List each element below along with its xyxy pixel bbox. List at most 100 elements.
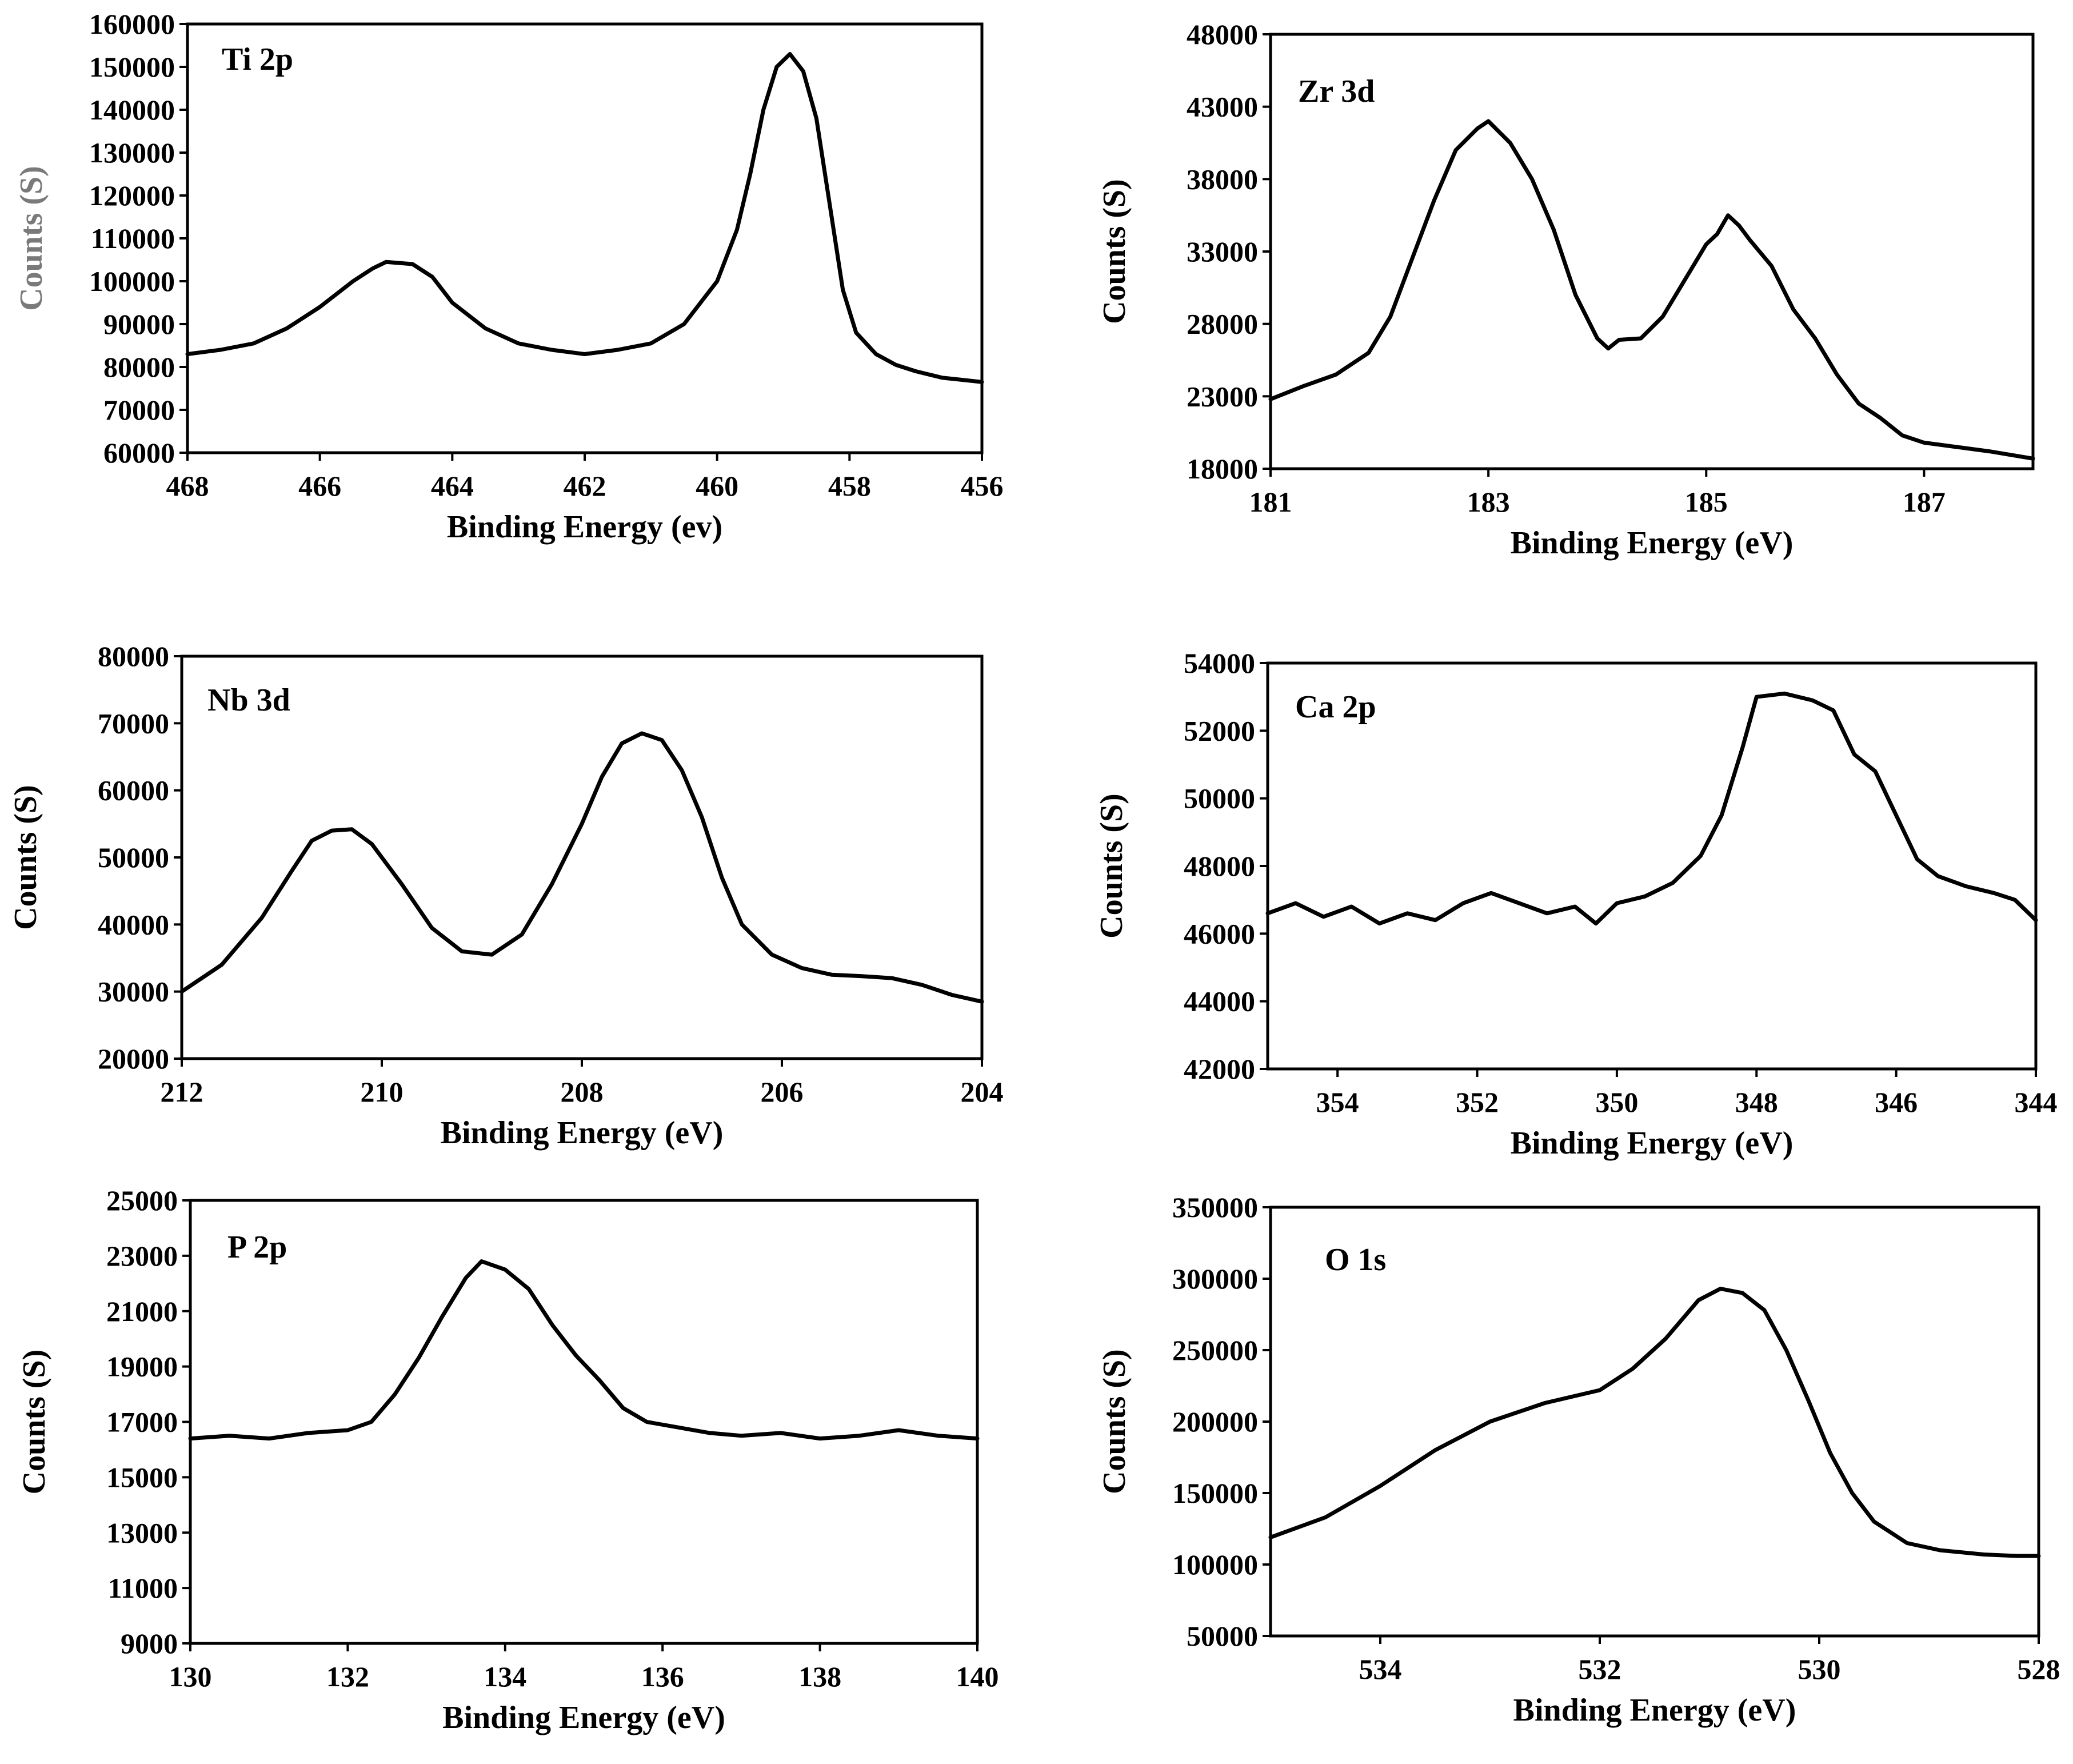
x-tick-label: 530 [1798,1653,1841,1685]
x-axis-title: Binding Energy (eV) [442,1700,725,1735]
spectrum-line [188,1259,980,1441]
y-tick-label: 70000 [98,707,169,739]
spectrum-line [179,731,984,1004]
panel-label: O 1s [1325,1242,1386,1278]
x-tick-label: 140 [956,1661,999,1693]
x-tick-label: 460 [696,470,738,502]
y-tick-label: 200000 [1172,1406,1258,1438]
y-axis-title: Counts (S) [17,1350,52,1495]
y-tick-label: 80000 [103,351,175,383]
x-tick-label: 346 [1875,1086,1918,1118]
y-tick-label: 15000 [106,1461,178,1493]
y-tick-label: 130000 [89,137,175,169]
y-tick-label: 90000 [103,308,175,340]
x-tick-label: 183 [1467,486,1510,518]
x-tick-label: 352 [1456,1086,1499,1118]
y-tick-label: 120000 [89,179,175,211]
y-tick-label: 44000 [1184,985,1255,1017]
x-tick-label: 354 [1316,1086,1359,1118]
xps-panel-nb-3d: 20000 30000 40000 50000 60000 70000 80000 212 21… [8,640,1004,1151]
y-tick-label: 52000 [1184,715,1255,747]
y-tick-label: 23000 [106,1240,178,1272]
x-tick-label: 136 [641,1661,684,1693]
y-tick-label: 11000 [108,1572,178,1604]
x-tick-label: 206 [761,1076,804,1108]
x-tick-label: 464 [431,470,474,502]
y-axis-title: Counts (S) [8,785,43,930]
y-tick-label: 42000 [1184,1053,1255,1085]
y-tick-label: 54000 [1184,647,1255,679]
y-axis-title: Counts (S) [1097,179,1132,324]
panel-label: Nb 3d [207,683,290,718]
plot-frame [186,22,984,454]
y-tick-label: 9000 [121,1627,178,1659]
x-tick-label: 185 [1685,486,1728,518]
x-tick-label: 130 [169,1661,212,1693]
y-tick-label: 33000 [1187,236,1258,268]
y-tick-label: 80000 [98,640,169,672]
x-axis-title: Binding Energy (eV) [441,1115,724,1151]
y-tick-label: 140000 [89,94,175,126]
x-tick-label: 187 [1903,486,1946,518]
spectrum-line [1268,1287,2041,1558]
y-tick-label: 19000 [106,1351,178,1383]
x-tick-label: 210 [361,1076,404,1108]
y-tick-label: 350000 [1172,1191,1258,1223]
y-tick-label: 300000 [1172,1263,1258,1295]
plot-frame [1269,33,2035,470]
panel-label: P 2p [227,1230,287,1265]
x-tick-label: 181 [1249,486,1292,518]
y-tick-label: 48000 [1187,18,1258,50]
y-axis-title: Counts (S) [1094,793,1129,939]
panel-label: Ca 2p [1295,689,1376,725]
y-tick-label: 38000 [1187,163,1258,195]
xps-panel-zr-3d: 18000 23000 28000 33000 38000 43000 48000 181 18… [1097,18,2035,561]
panel-label: Ti 2p [222,42,293,77]
y-tick-label: 160000 [89,8,175,40]
x-tick-label: 204 [961,1076,1004,1108]
x-tick-label: 528 [2018,1653,2060,1685]
x-tick-label: 468 [166,470,209,502]
y-axis-title: Counts (S) [14,166,49,311]
y-tick-label: 46000 [1184,917,1255,949]
y-tick-label: 50000 [1187,1620,1258,1652]
x-axis-title: Binding Energy (eV) [1513,1693,1796,1728]
x-tick-label: 212 [161,1076,203,1108]
y-tick-label: 150000 [1172,1477,1258,1509]
plot-frame [189,1199,979,1645]
xps-panel-ca-2p: 42000 44000 46000 48000 50000 52000 54000 354 35… [1094,647,2058,1161]
y-tick-label: 40000 [98,908,169,940]
y-tick-label: 60000 [98,775,169,807]
xps-panel-p-2p: 9000 11000 13000 15000 17000 19000 21000 23000 2… [17,1184,999,1735]
y-tick-label: 21000 [106,1295,178,1327]
y-tick-label: 110000 [91,222,175,254]
x-tick-label: 132 [326,1661,369,1693]
x-axis-title: Binding Energy (eV) [1511,525,1794,561]
spectrum-line [1265,691,2038,926]
x-tick-label: 458 [828,470,871,502]
x-tick-label: 134 [484,1661,526,1693]
x-tick-label: 462 [564,470,606,502]
y-tick-label: 48000 [1184,850,1255,882]
x-axis-title: Binding Energy (eV) [1511,1126,1794,1161]
y-tick-label: 30000 [98,976,169,1008]
y-tick-label: 50000 [98,841,169,873]
y-tick-label: 43000 [1187,91,1258,123]
y-axis-title: Counts (S) [1097,1349,1132,1494]
y-tick-label: 28000 [1187,308,1258,340]
y-tick-label: 23000 [1187,380,1258,412]
x-tick-label: 534 [1359,1653,1402,1685]
y-tick-label: 250000 [1172,1334,1258,1366]
y-tick-label: 150000 [89,51,175,83]
x-tick-label: 456 [961,470,1004,502]
y-tick-label: 18000 [1187,453,1258,485]
x-tick-label: 532 [1579,1653,1621,1685]
spectrum-line [185,52,984,384]
y-tick-label: 25000 [106,1184,178,1216]
x-tick-label: 466 [298,470,341,502]
y-tick-label: 50000 [1184,783,1255,815]
xps-panel-o-1s: 50000 100000 150000 200000 250000 300000 35000… [1097,1191,2060,1728]
x-axis-title: Binding Energy (ev) [447,509,722,545]
spectrum-line [1268,119,2035,461]
